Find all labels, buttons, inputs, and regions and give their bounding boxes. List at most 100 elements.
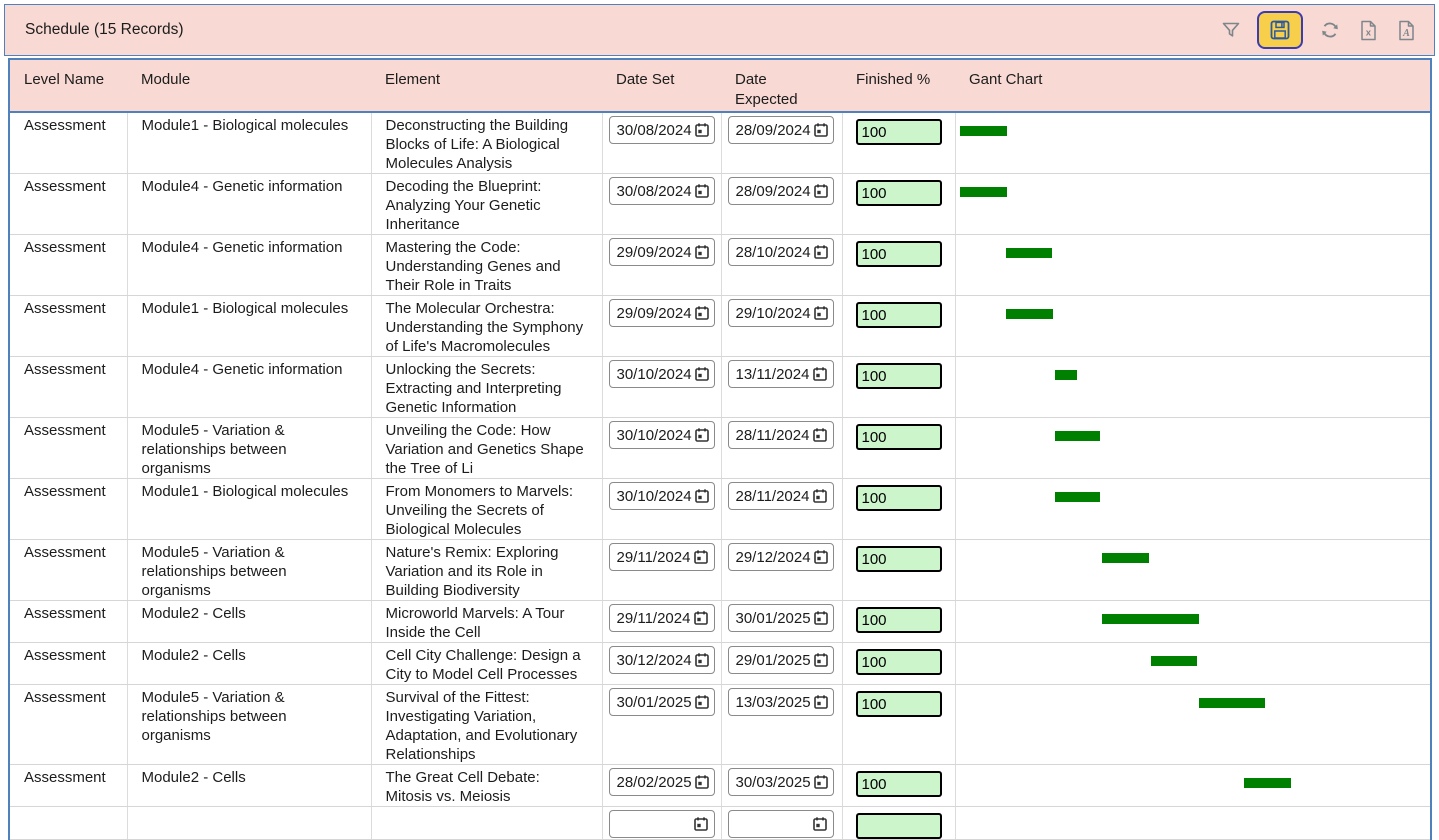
save-button[interactable] (1257, 11, 1303, 49)
column-header-element: Element (371, 59, 602, 113)
calendar-icon[interactable] (694, 775, 709, 789)
calendar-icon[interactable] (813, 611, 828, 625)
date-set-input[interactable]: 29/09/2024 (608, 299, 715, 327)
calendar-icon[interactable] (693, 611, 708, 625)
gantt-bar (1054, 431, 1100, 441)
date-set-value: 30/10/2024 (616, 365, 692, 383)
calendar-icon[interactable] (694, 306, 709, 320)
date-set-value: 29/11/2024 (616, 548, 691, 566)
calendar-icon[interactable] (812, 367, 827, 381)
calendar-icon[interactable] (693, 550, 708, 564)
toolbar: x A (1220, 11, 1418, 49)
date-expected-input[interactable]: 28/11/2024 (727, 482, 834, 510)
cell-module: Module2 - Cells (127, 764, 372, 807)
finished-percent-input[interactable] (855, 241, 942, 267)
date-expected-input[interactable]: 29/12/2024 (727, 543, 834, 571)
date-expected-input[interactable]: 30/01/2025 (727, 604, 834, 632)
finished-percent-input[interactable] (855, 302, 942, 328)
calendar-icon[interactable] (813, 653, 828, 667)
calendar-icon[interactable] (812, 817, 827, 831)
date-expected-input[interactable]: 28/11/2024 (727, 421, 834, 449)
table-row: Assessment Module5 - Variation & relatio… (9, 684, 1431, 765)
date-expected-input[interactable]: 29/01/2025 (727, 646, 834, 674)
calendar-icon[interactable] (694, 123, 709, 137)
export-pdf-button[interactable]: A (1395, 18, 1418, 43)
date-expected-input[interactable]: 13/03/2025 (727, 688, 834, 716)
cell-level: Assessment (9, 173, 128, 235)
finished-percent-input[interactable] (855, 119, 942, 145)
gantt-bar (1198, 698, 1265, 708)
export-excel-button[interactable]: x (1357, 18, 1380, 43)
date-set-input[interactable]: 30/10/2024 (608, 421, 715, 449)
calendar-icon[interactable] (694, 245, 709, 259)
date-set-input[interactable]: 30/01/2025 (608, 688, 715, 716)
calendar-icon[interactable] (694, 489, 709, 503)
date-set-input[interactable]: 29/11/2024 (608, 543, 715, 571)
calendar-icon[interactable] (693, 817, 708, 831)
date-set-input[interactable]: 30/08/2024 (608, 116, 715, 144)
date-set-input[interactable] (608, 810, 715, 838)
finished-percent-input[interactable] (855, 813, 942, 839)
date-expected-input[interactable]: 28/09/2024 (727, 177, 834, 205)
gantt-bar (959, 187, 1007, 197)
filter-button[interactable] (1220, 20, 1242, 41)
finished-percent-input[interactable] (855, 607, 942, 633)
finished-percent-input[interactable] (855, 691, 942, 717)
date-expected-input[interactable]: 30/03/2025 (727, 768, 834, 796)
gantt-bar (1101, 614, 1199, 624)
calendar-icon[interactable] (813, 123, 828, 137)
calendar-icon[interactable] (694, 367, 709, 381)
date-set-input[interactable]: 28/02/2025 (608, 768, 715, 796)
gantt-bar (959, 126, 1007, 136)
finished-percent-input[interactable] (855, 180, 942, 206)
finished-percent-input[interactable] (855, 546, 942, 572)
calendar-icon[interactable] (694, 184, 709, 198)
finished-percent-input[interactable] (855, 771, 942, 797)
date-expected-input[interactable]: 13/11/2024 (727, 360, 834, 388)
calendar-icon[interactable] (813, 184, 828, 198)
calendar-icon[interactable] (812, 428, 827, 442)
date-expected-input[interactable]: 28/10/2024 (727, 238, 834, 266)
table-row: Assessment Module1 - Biological molecule… (9, 295, 1431, 357)
schedule-table: Level Name Module Element Date Set Date … (8, 58, 1432, 840)
date-set-value: 30/08/2024 (616, 121, 692, 139)
cell-level: Assessment (9, 684, 128, 765)
cell-level: Assessment (9, 356, 128, 418)
gantt-bar (1005, 248, 1052, 258)
date-expected-input[interactable] (727, 810, 834, 838)
gantt-cell (955, 234, 1431, 296)
table-row: Assessment Module5 - Variation & relatio… (9, 539, 1431, 601)
date-set-input[interactable]: 30/10/2024 (608, 482, 715, 510)
cell-level: Assessment (9, 539, 128, 601)
date-set-input[interactable]: 29/09/2024 (608, 238, 715, 266)
date-set-input[interactable]: 30/08/2024 (608, 177, 715, 205)
calendar-icon[interactable] (813, 245, 828, 259)
calendar-icon[interactable] (813, 306, 828, 320)
gantt-cell (955, 295, 1431, 357)
calendar-icon[interactable] (812, 489, 827, 503)
calendar-icon[interactable] (813, 775, 828, 789)
finished-percent-input[interactable] (855, 424, 942, 450)
cell-module: Module2 - Cells (127, 642, 372, 685)
date-expected-input[interactable]: 28/09/2024 (727, 116, 834, 144)
calendar-icon[interactable] (694, 695, 709, 709)
date-set-input[interactable]: 30/10/2024 (608, 360, 715, 388)
calendar-icon[interactable] (813, 695, 828, 709)
calendar-icon[interactable] (813, 550, 828, 564)
cell-element: The Molecular Orchestra: Understanding t… (371, 295, 603, 357)
cell-element: Mastering the Code: Understanding Genes … (371, 234, 603, 296)
calendar-icon[interactable] (694, 428, 709, 442)
date-expected-value: 30/03/2025 (735, 773, 811, 791)
finished-percent-input[interactable] (855, 485, 942, 511)
finished-percent-input[interactable] (855, 363, 942, 389)
finished-percent-input[interactable] (855, 649, 942, 675)
cell-level: Assessment (9, 764, 128, 807)
date-set-input[interactable]: 29/11/2024 (608, 604, 715, 632)
date-set-value: 30/10/2024 (616, 426, 692, 444)
date-expected-input[interactable]: 29/10/2024 (727, 299, 834, 327)
date-set-value: 30/08/2024 (616, 182, 692, 200)
date-set-input[interactable]: 30/12/2024 (608, 646, 715, 674)
table-row: Assessment Module2 - Cells Cell City Cha… (9, 642, 1431, 685)
refresh-button[interactable] (1318, 18, 1342, 42)
calendar-icon[interactable] (694, 653, 709, 667)
